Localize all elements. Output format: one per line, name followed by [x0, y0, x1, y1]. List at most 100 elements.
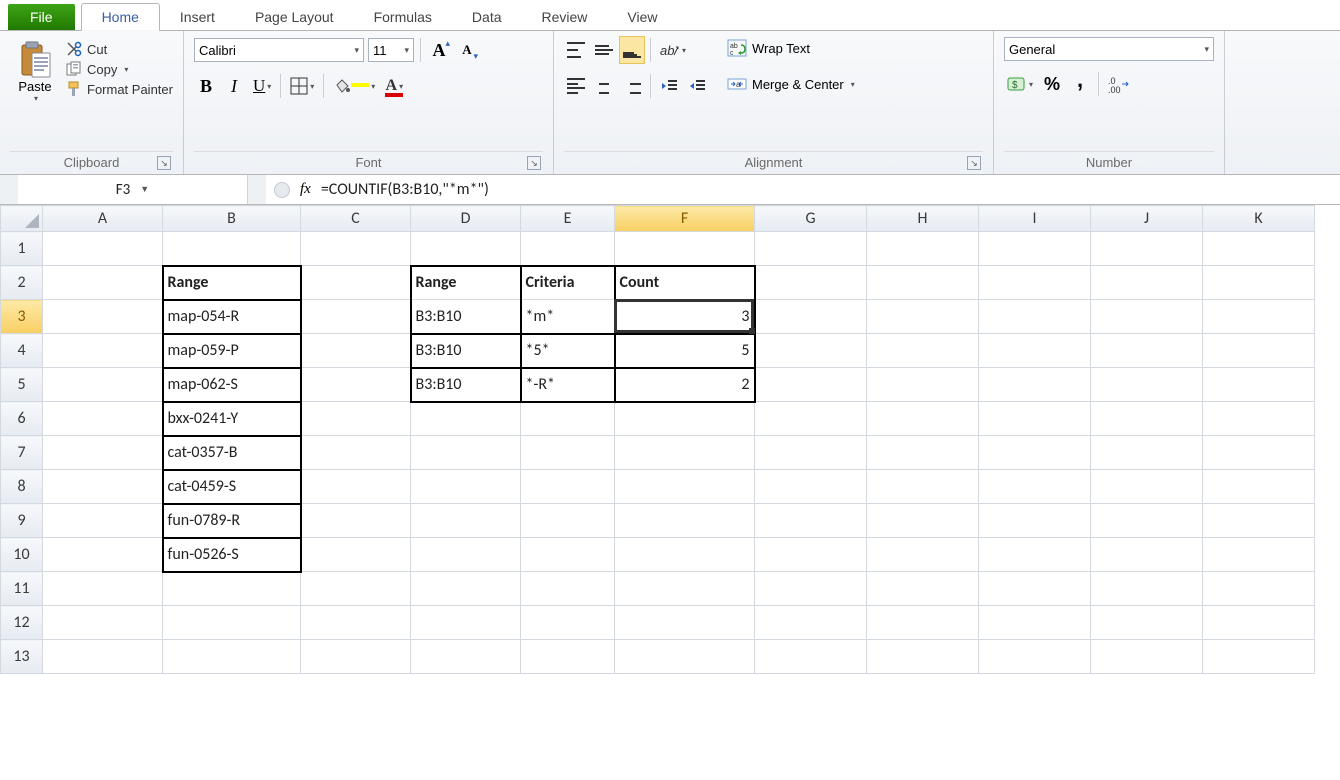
cell-E7[interactable] [521, 436, 615, 470]
cell-J5[interactable] [1091, 368, 1203, 402]
row-header-3[interactable]: 3 [1, 300, 43, 334]
cell-D6[interactable] [411, 402, 521, 436]
increase-decimal-button[interactable]: .0.00 [1105, 71, 1133, 97]
comma-button[interactable]: , [1068, 71, 1092, 97]
col-header-D[interactable]: D [411, 206, 521, 232]
cell-J8[interactable] [1091, 470, 1203, 504]
cell-C8[interactable] [301, 470, 411, 504]
col-header-F[interactable]: F [615, 206, 755, 232]
cell-G9[interactable] [755, 504, 867, 538]
cell-D12[interactable] [411, 606, 521, 640]
accounting-format-button[interactable]: $▾ [1004, 71, 1036, 97]
row-header-10[interactable]: 10 [1, 538, 43, 572]
cell-G7[interactable] [755, 436, 867, 470]
cell-F6[interactable] [615, 402, 755, 436]
cell-I8[interactable] [979, 470, 1091, 504]
cell-E4[interactable]: *5* [521, 334, 615, 368]
cell-C13[interactable] [301, 640, 411, 674]
underline-button[interactable]: U▾ [250, 73, 274, 99]
cell-K13[interactable] [1203, 640, 1315, 674]
cell-G3[interactable] [755, 300, 867, 334]
align-bottom-button[interactable] [620, 37, 644, 63]
cell-E3[interactable]: *m* [521, 300, 615, 334]
row-header-13[interactable]: 13 [1, 640, 43, 674]
cell-F8[interactable] [615, 470, 755, 504]
cell-H1[interactable] [867, 232, 979, 266]
cell-I1[interactable] [979, 232, 1091, 266]
cell-D5[interactable]: B3:B10 [411, 368, 521, 402]
tab-home[interactable]: Home [81, 3, 160, 31]
cell-G5[interactable] [755, 368, 867, 402]
cancel-icon[interactable] [274, 182, 290, 198]
borders-button[interactable]: ▾ [287, 73, 317, 99]
cell-I13[interactable] [979, 640, 1091, 674]
cell-K8[interactable] [1203, 470, 1315, 504]
cell-B10[interactable]: fun-0526-S [163, 538, 301, 572]
paste-button[interactable]: Paste ▾ [10, 37, 60, 105]
cut-button[interactable]: Cut [66, 41, 173, 57]
cell-E1[interactable] [521, 232, 615, 266]
cell-E5[interactable]: *-R* [521, 368, 615, 402]
cell-I7[interactable] [979, 436, 1091, 470]
cell-J12[interactable] [1091, 606, 1203, 640]
cell-E13[interactable] [521, 640, 615, 674]
cell-E10[interactable] [521, 538, 615, 572]
cell-D2[interactable]: Range [411, 266, 521, 300]
cell-A6[interactable] [43, 402, 163, 436]
cell-J13[interactable] [1091, 640, 1203, 674]
cell-I11[interactable] [979, 572, 1091, 606]
cell-J7[interactable] [1091, 436, 1203, 470]
cell-F5[interactable]: 2 [615, 368, 755, 402]
cell-C6[interactable] [301, 402, 411, 436]
cell-I5[interactable] [979, 368, 1091, 402]
cell-H10[interactable] [867, 538, 979, 572]
cell-G13[interactable] [755, 640, 867, 674]
cell-J6[interactable] [1091, 402, 1203, 436]
row-header-1[interactable]: 1 [1, 232, 43, 266]
cell-C10[interactable] [301, 538, 411, 572]
cell-D8[interactable] [411, 470, 521, 504]
cell-D1[interactable] [411, 232, 521, 266]
cell-K7[interactable] [1203, 436, 1315, 470]
cell-J11[interactable] [1091, 572, 1203, 606]
tab-review[interactable]: Review [522, 4, 608, 30]
tab-view[interactable]: View [607, 4, 677, 30]
cell-G1[interactable] [755, 232, 867, 266]
cell-H3[interactable] [867, 300, 979, 334]
row-header-7[interactable]: 7 [1, 436, 43, 470]
cell-C7[interactable] [301, 436, 411, 470]
fx-icon[interactable]: fx [300, 181, 311, 198]
cell-H9[interactable] [867, 504, 979, 538]
cell-D10[interactable] [411, 538, 521, 572]
cell-F1[interactable] [615, 232, 755, 266]
cell-A3[interactable] [43, 300, 163, 334]
cell-B7[interactable]: cat-0357-B [163, 436, 301, 470]
tab-file[interactable]: File [8, 4, 75, 30]
align-left-button[interactable] [564, 73, 588, 99]
cell-H6[interactable] [867, 402, 979, 436]
cell-J10[interactable] [1091, 538, 1203, 572]
col-header-E[interactable]: E [521, 206, 615, 232]
font-name-combo[interactable]: Calibri▾ [194, 38, 364, 62]
cell-I9[interactable] [979, 504, 1091, 538]
cell-H5[interactable] [867, 368, 979, 402]
cell-J9[interactable] [1091, 504, 1203, 538]
cell-J2[interactable] [1091, 266, 1203, 300]
cell-A4[interactable] [43, 334, 163, 368]
cell-B1[interactable] [163, 232, 301, 266]
cell-D7[interactable] [411, 436, 521, 470]
cell-K2[interactable] [1203, 266, 1315, 300]
clipboard-dialog-launcher[interactable]: ↘ [157, 156, 171, 170]
col-header-G[interactable]: G [755, 206, 867, 232]
cell-H12[interactable] [867, 606, 979, 640]
cell-G4[interactable] [755, 334, 867, 368]
cell-A5[interactable] [43, 368, 163, 402]
cell-D13[interactable] [411, 640, 521, 674]
cell-D9[interactable] [411, 504, 521, 538]
cell-F12[interactable] [615, 606, 755, 640]
cell-I4[interactable] [979, 334, 1091, 368]
col-header-B[interactable]: B [163, 206, 301, 232]
col-header-H[interactable]: H [867, 206, 979, 232]
cell-I3[interactable] [979, 300, 1091, 334]
bold-button[interactable]: B [194, 73, 218, 99]
